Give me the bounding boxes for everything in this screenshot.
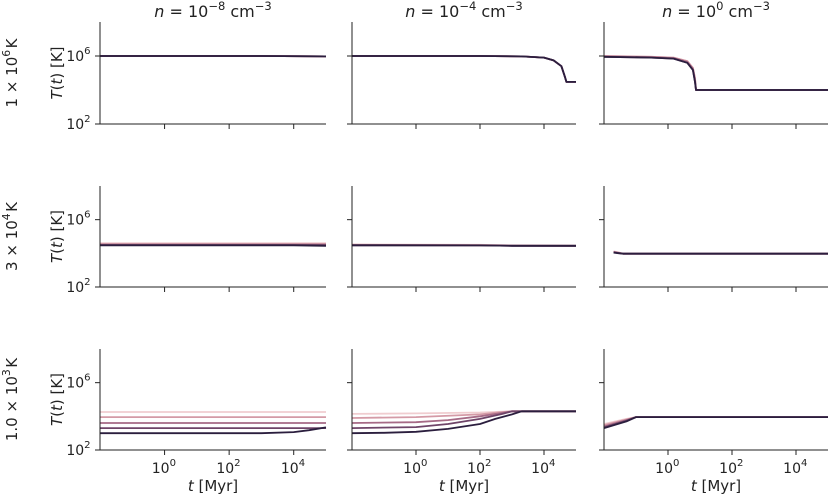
x-tick-label: 102: [467, 458, 493, 477]
series-line-r3-c3-1: [603, 416, 828, 425]
x-tick-label: 102: [216, 458, 242, 477]
series-line-r2-c3-5: [613, 251, 828, 255]
x-tick-label: 104: [531, 458, 557, 477]
series-line-r3-c3-2: [603, 416, 828, 426]
panel-r3-c3: 100 102 104 t [Myr]: [599, 349, 828, 495]
x-tick-label: 104: [783, 458, 809, 477]
series-line-r3-c3-4: [603, 416, 828, 429]
x-tick-label: 102: [719, 458, 745, 477]
series-line-r1-c2-2: [352, 55, 576, 83]
y-tick-label: 102: [66, 277, 92, 296]
series-line-r1-c2-5: [352, 55, 576, 83]
row-label-2: 3 × 104 K: [0, 201, 21, 271]
row-label-1: 1 × 106 K: [0, 37, 21, 107]
series-line-r1-c2-3: [352, 55, 576, 83]
column-title-1: n = 10−8 cm−3: [154, 0, 272, 21]
x-tick-label: 100: [655, 458, 681, 477]
series-line-r2-c1-5: [100, 244, 327, 247]
x-axis-label: t [Myr]: [188, 477, 238, 495]
y-tick-label: 102: [66, 440, 92, 459]
column-title-2: n = 10−4 cm−3: [405, 0, 523, 21]
column-title-3: n = 100 cm−3: [662, 0, 770, 21]
y-axis-label: T(t) [K]: [48, 373, 66, 426]
x-tick-label: 100: [152, 458, 178, 477]
series-line-r3-c1-5: [100, 426, 327, 435]
panel-r3-c2: 100 102 104 t [Myr]: [347, 349, 576, 495]
series-line-r3-c2-4: [351, 410, 576, 429]
x-tick-label: 104: [281, 458, 307, 477]
panel-r2-c2: [347, 186, 577, 292]
panel-r2-c3: [599, 186, 828, 292]
series-line-r1-c3-4: [603, 55, 828, 91]
series-line-r2-c2-5: [351, 244, 576, 247]
y-tick-label: 102: [66, 114, 92, 133]
panel-r1-c1: 102 106 T(t) [K]: [48, 22, 327, 133]
panel-r1-c2: [347, 22, 576, 129]
panel-r1-c3: [599, 22, 828, 129]
y-tick-label: 106: [66, 373, 92, 392]
y-tick-label: 106: [66, 46, 92, 65]
series-line-r1-c2-1: [352, 55, 576, 83]
row-label-3: 1.0 × 103 K: [0, 357, 21, 441]
series-line-r1-c2-4: [352, 55, 576, 83]
series-line-r1-c3-1: [603, 55, 828, 91]
panel-r2-c1: 102 106 T(t) [K]: [48, 186, 327, 296]
series-line-r1-c3-3: [603, 55, 828, 91]
series-line-r3-c3-3: [603, 416, 828, 428]
series-line-r1-c3-2: [603, 55, 828, 91]
x-axis-label: t [Myr]: [439, 477, 489, 495]
y-axis-label: T(t) [K]: [48, 210, 66, 263]
x-axis-label: t [Myr]: [691, 477, 741, 495]
x-tick-label: 100: [403, 458, 429, 477]
series-line-r1-c3-5: [603, 55, 828, 91]
panel-r3-c1: 102 106 100 102 104 T(t) [K] t [Myr]: [48, 349, 327, 495]
series-line-r3-c3-5: [603, 416, 828, 429]
y-axis-label: T(t) [K]: [48, 46, 66, 99]
y-tick-label: 106: [66, 210, 92, 229]
series-line-r3-c2-5: [351, 410, 576, 435]
